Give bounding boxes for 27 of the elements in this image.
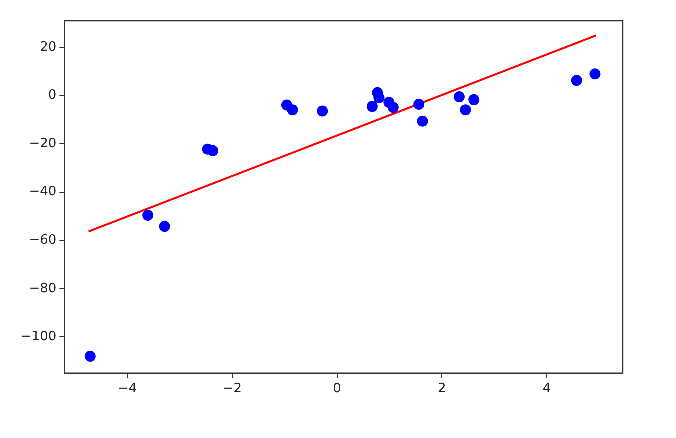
point — [159, 221, 170, 232]
point — [317, 106, 328, 117]
point — [142, 210, 154, 222]
point — [571, 75, 582, 86]
y-tick-label: −80 — [29, 281, 57, 296]
point — [414, 99, 425, 110]
point — [366, 101, 378, 112]
point — [84, 351, 96, 362]
x-tick-label: −4 — [118, 382, 138, 397]
y-tick-label: −60 — [29, 233, 57, 248]
point — [208, 145, 219, 156]
point — [388, 102, 399, 114]
point — [454, 92, 465, 103]
x-tick-label: 2 — [438, 382, 446, 397]
y-tick-label: −100 — [20, 330, 57, 345]
x-tick-label: 0 — [333, 382, 342, 397]
y-tick-label: −40 — [29, 184, 57, 200]
x-tick-label: 4 — [542, 382, 552, 397]
y-tick-label: 0 — [48, 88, 57, 104]
point — [590, 68, 601, 80]
point — [468, 94, 480, 106]
x-tick-label: −2 — [222, 382, 242, 397]
y-tick-label: 20 — [40, 40, 57, 55]
point — [417, 116, 428, 127]
point — [287, 104, 298, 116]
y-tick-label: −20 — [29, 136, 57, 152]
point — [460, 104, 472, 116]
